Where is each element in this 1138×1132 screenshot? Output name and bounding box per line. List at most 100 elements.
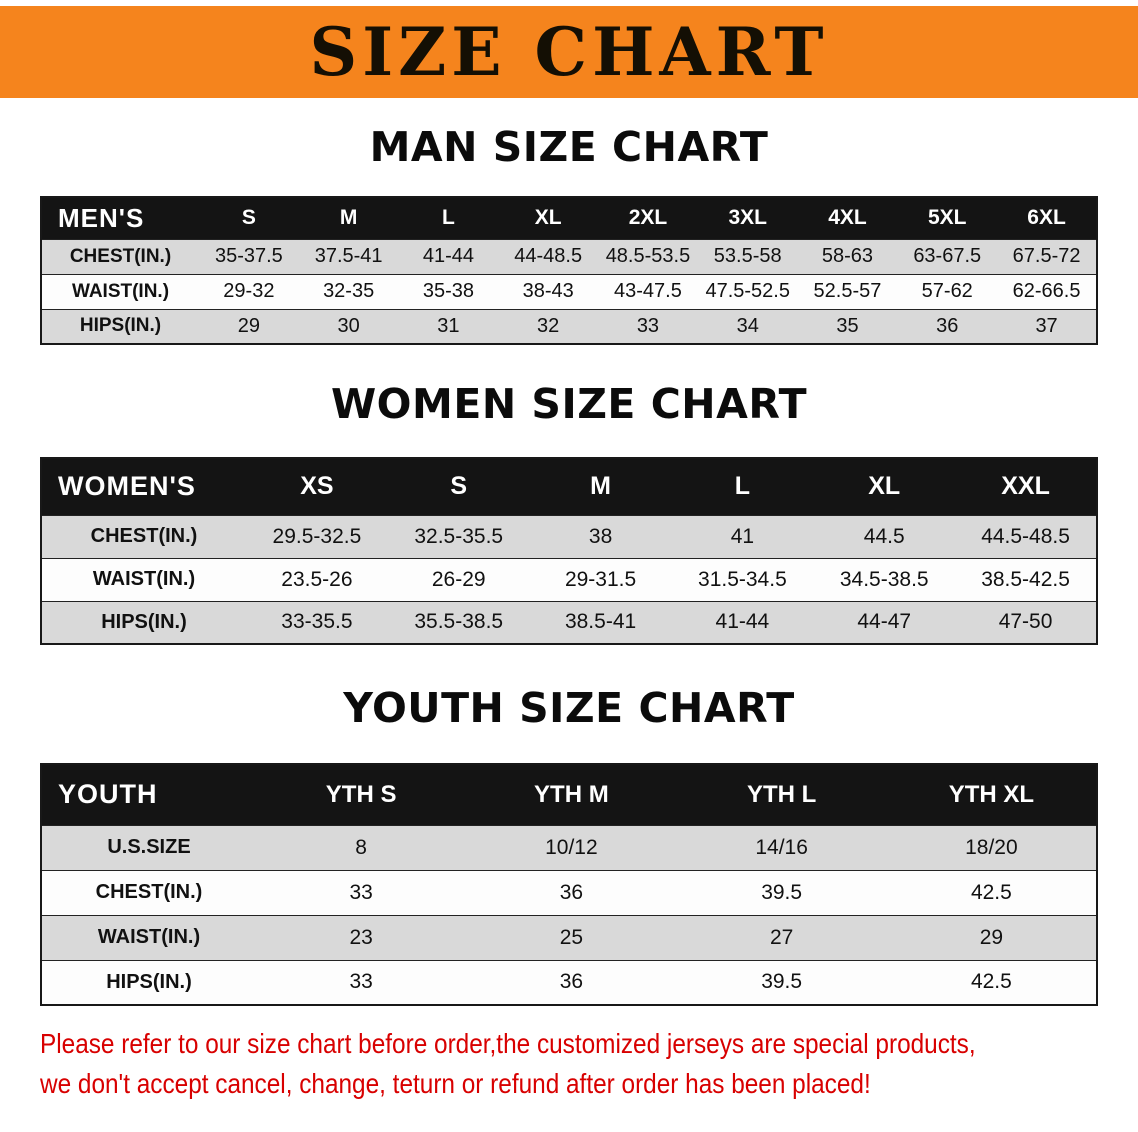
row-label: CHEST(IN.): [69, 245, 172, 267]
men-hips-row: HIPS(IN.) 29 30 31 32 33 34 35 36 37: [41, 309, 1097, 344]
size-value-cell: 33: [349, 970, 373, 994]
women-size-table: WOMEN'S XS S M L XL XXL CHEST(IN.) 29.5-…: [40, 457, 1098, 645]
page-title: SIZE CHART: [309, 13, 829, 91]
size-value-cell: 52.5-57: [813, 280, 882, 302]
size-value-cell: 26-29: [431, 567, 486, 591]
size-value-cell: 36: [559, 880, 584, 904]
size-value-cell: 53.5-58: [713, 245, 782, 267]
size-value-cell: 35.5-38.5: [414, 610, 504, 634]
youth-chest-row: CHEST(IN.) 33 36 39.5 42.5: [41, 870, 1097, 915]
size-value-cell: 29.5-32.5: [272, 524, 362, 548]
women-table-header-row: WOMEN'S XS S M L XL XXL: [41, 458, 1097, 515]
size-chart-page: SIZE CHART MAN SIZE CHART MEN'S S M L XL…: [0, 6, 1138, 1104]
size-column-header: XXL: [1001, 472, 1050, 501]
size-column-header: XL: [534, 206, 562, 230]
size-column-header: L: [442, 206, 455, 230]
size-column-header: XL: [868, 472, 901, 501]
size-value-cell: 34: [736, 314, 759, 337]
size-value-cell: 29: [979, 925, 1004, 949]
row-label: CHEST(IN.): [90, 525, 198, 547]
size-value-cell: 44.5-48.5: [981, 524, 1070, 548]
size-value-cell: 44-47: [857, 610, 912, 634]
size-value-cell: 33-35.5: [281, 610, 353, 634]
size-value-cell: 39.5: [761, 970, 803, 994]
row-label: HIPS(IN.): [101, 610, 187, 633]
size-value-cell: 23: [349, 925, 373, 949]
youth-chart-heading: YOUTH SIZE CHART: [343, 684, 795, 732]
size-column-header: 2XL: [628, 206, 668, 230]
women-waist-row: WAIST(IN.) 23.5-26 26-29 29-31.5 31.5-34…: [41, 558, 1097, 601]
size-value-cell: 42.5: [970, 880, 1012, 904]
size-value-cell: 14/16: [755, 835, 808, 859]
size-value-cell: 33: [349, 880, 373, 904]
size-value-cell: 34.5-38.5: [839, 567, 929, 591]
size-value-cell: 36: [559, 970, 584, 994]
size-column-header: YTH XL: [948, 780, 1035, 808]
size-value-cell: 42.5: [970, 970, 1012, 994]
size-value-cell: 8: [355, 835, 367, 859]
women-chart-heading: WOMEN SIZE CHART: [330, 380, 808, 428]
size-value-cell: 47-50: [998, 610, 1053, 634]
size-value-cell: 38-43: [522, 280, 574, 302]
size-value-cell: 38.5-41: [564, 610, 637, 634]
women-hips-row: HIPS(IN.) 33-35.5 35.5-38.5 38.5-41 41-4…: [41, 601, 1097, 644]
youth-table-corner-label: YOUTH: [58, 779, 158, 810]
size-value-cell: 47.5-52.5: [705, 280, 790, 302]
size-value-cell: 37.5-41: [314, 245, 383, 267]
size-value-cell: 36: [936, 314, 959, 337]
size-column-header: 5XL: [927, 206, 967, 230]
size-column-header: S: [241, 206, 256, 230]
youth-table-header-row: YOUTH YTH S YTH M YTH L YTH XL: [41, 764, 1097, 825]
size-value-cell: 38.5-42.5: [981, 567, 1070, 591]
size-value-cell: 29: [237, 314, 260, 337]
size-value-cell: 35-38: [422, 280, 474, 302]
size-value-cell: 58-63: [821, 245, 874, 267]
men-chest-row: CHEST(IN.) 35-37.5 37.5-41 41-44 44-48.5…: [41, 239, 1097, 274]
size-column-header: 3XL: [728, 206, 767, 230]
size-value-cell: 41: [730, 524, 755, 548]
youth-size-chart-section: YOUTH SIZE CHART YOUTH YTH S YTH M YTH L…: [0, 685, 1138, 1006]
size-value-cell: 44.5: [863, 524, 905, 548]
size-value-cell: 57-62: [921, 280, 973, 302]
size-value-cell: 31: [437, 314, 460, 337]
disclaimer-line-2: we don't accept cancel, change, teturn o…: [40, 1068, 871, 1099]
size-value-cell: 62-66.5: [1012, 280, 1081, 302]
size-value-cell: 35: [836, 314, 859, 337]
size-column-header: M: [590, 472, 611, 501]
row-label: WAIST(IN.): [97, 926, 201, 948]
size-column-header: S: [450, 472, 468, 501]
disclaimer-line-1: Please refer to our size chart before or…: [40, 1028, 976, 1059]
youth-ussize-row: U.S.SIZE 8 10/12 14/16 18/20: [41, 825, 1097, 870]
men-waist-row: WAIST(IN.) 29-32 32-35 35-38 38-43 43-47…: [41, 274, 1097, 309]
size-column-header: 6XL: [1027, 206, 1066, 230]
youth-waist-row: WAIST(IN.) 23 25 27 29: [41, 915, 1097, 960]
size-value-cell: 43-47.5: [614, 280, 682, 302]
size-value-cell: 29-31.5: [564, 567, 637, 591]
row-label: CHEST(IN.): [95, 881, 203, 903]
size-value-cell: 41-44: [422, 245, 474, 267]
size-value-cell: 25: [559, 925, 584, 949]
youth-size-table: YOUTH YTH S YTH M YTH L YTH XL U.S.SIZE …: [40, 763, 1098, 1006]
size-value-cell: 30: [337, 314, 360, 337]
women-table-corner-label: WOMEN'S: [58, 471, 196, 502]
size-value-cell: 48.5-53.5: [605, 245, 691, 267]
size-value-cell: 41-44: [715, 610, 770, 634]
size-value-cell: 67.5-72: [1012, 245, 1081, 267]
disclaimer-note: Please refer to our size chart before or…: [40, 1024, 1138, 1104]
size-column-header: YTH L: [746, 780, 817, 808]
men-table-corner-label: MEN'S: [58, 202, 145, 233]
size-value-cell: 44-48.5: [514, 245, 583, 267]
men-chart-heading: MAN SIZE CHART: [369, 123, 769, 171]
size-value-cell: 32-35: [323, 280, 375, 302]
row-label: HIPS(IN.): [106, 970, 192, 993]
row-label: HIPS(IN.): [79, 315, 162, 337]
size-chart-banner: SIZE CHART: [0, 6, 1138, 98]
men-size-chart-section: MAN SIZE CHART MEN'S S M L XL 2XL 3XL 4X…: [0, 124, 1138, 345]
size-value-cell: 18/20: [965, 835, 1018, 859]
size-column-header: YTH M: [534, 780, 609, 808]
size-value-cell: 31.5-34.5: [698, 567, 787, 591]
size-value-cell: 32: [537, 314, 560, 337]
size-value-cell: 10/12: [545, 835, 598, 859]
size-value-cell: 32.5-35.5: [414, 524, 504, 548]
size-value-cell: 29-32: [223, 280, 275, 302]
